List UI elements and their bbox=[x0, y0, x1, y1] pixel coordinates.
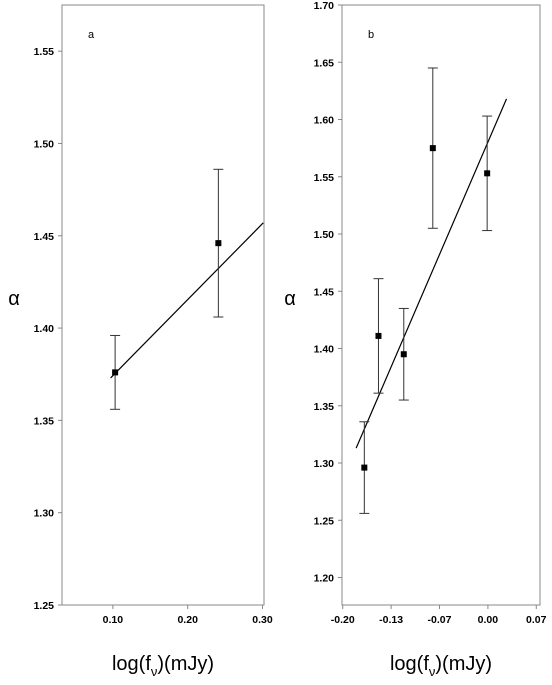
fit-line bbox=[355, 98, 508, 449]
data-point bbox=[375, 332, 382, 339]
x-tick-label: 0.07 bbox=[526, 614, 547, 626]
x-tick-label: 0.20 bbox=[177, 614, 198, 626]
x-tick-label: -0.13 bbox=[379, 614, 403, 626]
data-point bbox=[361, 464, 368, 471]
data-point bbox=[112, 369, 119, 376]
y-tick-label: 1.20 bbox=[314, 573, 335, 585]
y-tick-label: 1.45 bbox=[314, 286, 335, 298]
x-tick-label: -0.20 bbox=[331, 614, 355, 626]
y-tick-label: 1.50 bbox=[34, 138, 55, 150]
y-tick-label: 1.30 bbox=[34, 508, 55, 520]
y-tick-label: 1.35 bbox=[314, 401, 335, 413]
x-axis-label-part: log(f bbox=[112, 653, 151, 675]
y-tick-label: 1.25 bbox=[314, 515, 335, 527]
x-tick-label: -0.07 bbox=[428, 614, 452, 626]
y-tick-label: 1.40 bbox=[314, 344, 335, 356]
x-tick-label: 0.00 bbox=[478, 614, 499, 626]
x-axis-label-part: )(mJy) bbox=[435, 653, 492, 675]
x-axis-label-part: ν bbox=[429, 664, 436, 679]
data-point bbox=[429, 145, 436, 152]
y-tick-label: 1.30 bbox=[314, 458, 335, 470]
y-axis-label: α bbox=[8, 288, 20, 310]
y-tick-label: 1.35 bbox=[34, 415, 55, 427]
plot-frame bbox=[61, 4, 265, 606]
y-axis-label: α bbox=[284, 288, 296, 310]
panel-label: a bbox=[88, 29, 95, 41]
y-tick-label: 1.55 bbox=[314, 172, 335, 184]
fit-line bbox=[110, 222, 264, 379]
panel: 1.25 1.30 1.35 1.40 1.45 1.50 1.55 0.10 0.20 0.30… bbox=[8, 4, 273, 679]
x-tick-label: 0.10 bbox=[103, 614, 124, 626]
data-point bbox=[400, 351, 407, 358]
x-axis-label: log(fν)(mJy) bbox=[112, 653, 214, 679]
y-tick-label: 1.50 bbox=[314, 229, 335, 241]
x-axis-label-part: log(f bbox=[390, 653, 429, 675]
x-axis-label-part: ν bbox=[151, 664, 158, 679]
panel: 1.20 1.25 1.30 1.35 1.40 1.45 1.50 1.55 1.60 1.65… bbox=[284, 0, 546, 679]
plot-frame bbox=[341, 4, 541, 606]
data-point bbox=[215, 240, 222, 247]
panel-label: b bbox=[368, 29, 374, 41]
y-tick-label: 1.45 bbox=[34, 231, 55, 243]
y-tick-label: 1.65 bbox=[314, 57, 335, 69]
data-point bbox=[484, 170, 491, 177]
y-tick-label: 1.25 bbox=[34, 600, 55, 612]
y-tick-label: 1.60 bbox=[314, 115, 335, 127]
y-tick-label: 1.40 bbox=[34, 323, 55, 335]
y-tick-label: 1.55 bbox=[34, 46, 55, 58]
y-tick-label: 1.70 bbox=[314, 0, 335, 12]
x-axis-label-part: )(mJy) bbox=[157, 653, 214, 675]
x-tick-label: 0.30 bbox=[252, 614, 273, 626]
x-axis-label: log(fν)(mJy) bbox=[390, 653, 492, 679]
